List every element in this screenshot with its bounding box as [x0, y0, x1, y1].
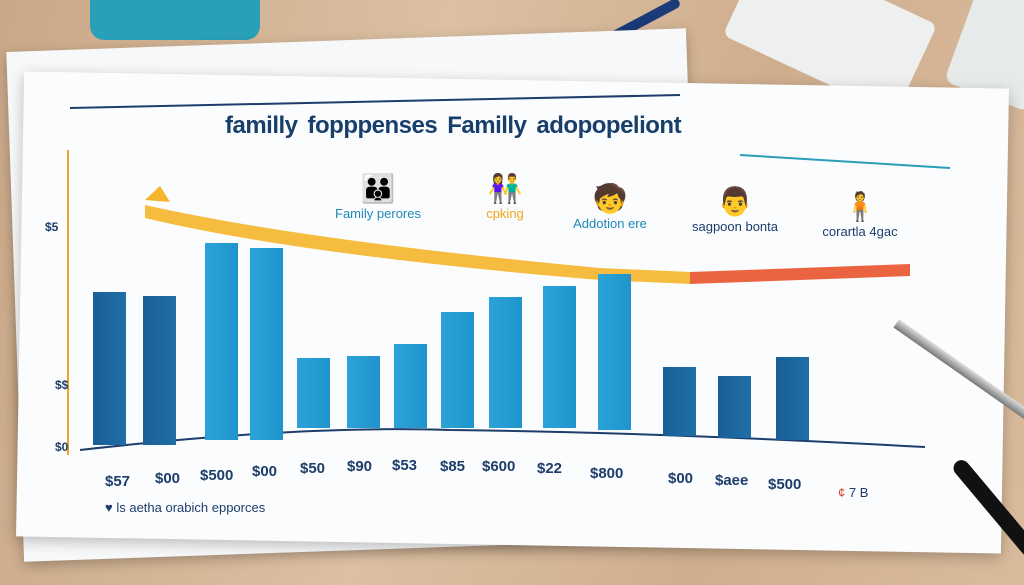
title-word: familly — [225, 112, 298, 139]
bar — [489, 297, 522, 428]
divider — [69, 94, 681, 109]
x-tick-label: $800 — [590, 465, 624, 482]
bar — [250, 248, 283, 440]
x-tick-label: $00 — [668, 470, 694, 487]
x-tick-label: $500 — [768, 476, 802, 493]
legend-group: 🧒 Addotion ere — [545, 182, 675, 231]
corner-value: 7 B — [848, 485, 869, 500]
x-tick-label: $00 — [155, 470, 181, 487]
triangle-marker — [145, 186, 170, 202]
chart-title: familly fopppenses Familly adopopeliont — [225, 112, 691, 140]
bar — [297, 358, 330, 428]
y-tick-label: $5 — [45, 220, 59, 234]
legend-label: corartla 4gac — [822, 224, 898, 239]
x-tick-label: $00 — [252, 463, 278, 480]
child-icon: 🧒 — [592, 183, 628, 214]
adult-child-icon: 👨 — [717, 186, 753, 217]
bar — [663, 367, 696, 436]
bar — [598, 274, 631, 430]
legend-label: cpking — [486, 206, 524, 221]
family-icon: 👪 — [360, 173, 396, 204]
bar — [347, 356, 380, 428]
bar — [543, 286, 576, 428]
legend-label: Family perores — [335, 206, 421, 221]
x-tick-label: $57 — [105, 473, 131, 490]
x-tick-label: $600 — [482, 458, 516, 475]
bar — [441, 312, 474, 428]
legend-group: 👫 cpking — [440, 172, 570, 221]
corner-prefix: ¢ — [838, 485, 846, 500]
trend-band — [690, 264, 910, 284]
y-tick-label: $$ — [55, 378, 69, 392]
footer-note-text: ls aetha orabich epporces — [116, 500, 266, 515]
x-tick-label: $aee — [715, 472, 749, 489]
x-tick-label: $500 — [200, 467, 234, 484]
calculator — [90, 0, 260, 40]
legend-label: sagpoon bonta — [691, 219, 779, 234]
legend-group: 🧍 corartla 4gac — [795, 190, 925, 239]
x-tick-label: $22 — [537, 460, 563, 477]
bar — [205, 243, 238, 440]
y-tick-label: $0 — [55, 440, 69, 454]
footer-note: ♥ ls aetha orabich epporces — [105, 500, 266, 515]
legend-group: 👨 sagpoon bonta — [670, 185, 800, 234]
person-icon: 🧍 — [842, 191, 878, 222]
bar — [143, 296, 176, 445]
title-word: fopppenses — [307, 112, 438, 139]
bar — [776, 357, 809, 440]
parents-icon: 👫 — [487, 173, 523, 204]
x-tick-label: $85 — [440, 458, 466, 475]
y-axis — [67, 150, 69, 455]
title-word: Familly — [447, 112, 527, 139]
title-word: adopopeliont — [536, 112, 682, 139]
corner-label: ¢ 7 B — [838, 485, 868, 500]
x-tick-label: $53 — [392, 457, 418, 474]
x-tick-label: $50 — [300, 460, 326, 477]
bar — [394, 344, 427, 428]
divider — [739, 154, 951, 169]
legend-label: Addotion ere — [573, 216, 647, 231]
bar — [718, 376, 751, 438]
x-tick-label: $90 — [347, 458, 373, 475]
trend-band — [145, 205, 690, 284]
legend-group: 👪 Family perores — [313, 172, 443, 221]
bar — [93, 292, 126, 445]
